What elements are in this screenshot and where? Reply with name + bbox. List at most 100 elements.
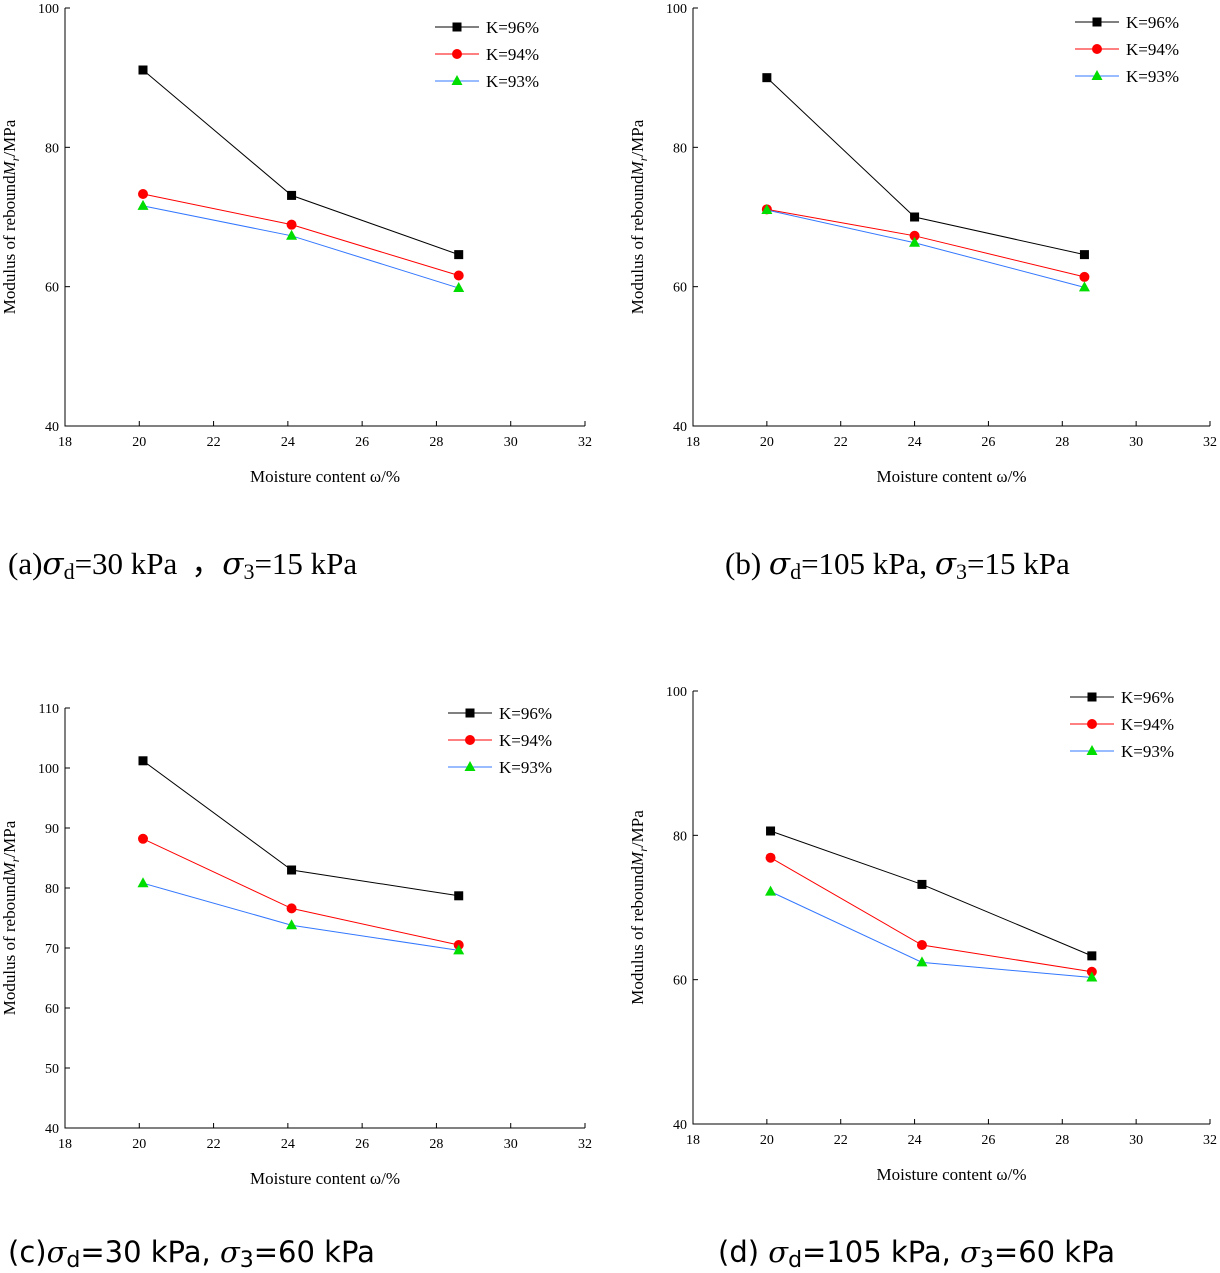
data-point-circle: [909, 230, 920, 241]
y-axis-label: Modulus of reboundMr/MPa: [628, 119, 650, 314]
y-axis-label: Modulus of reboundMr/MPa: [628, 810, 650, 1005]
y-tick-label: 100: [38, 2, 59, 17]
legend-marker-square: [1087, 692, 1097, 702]
y-axis-label-symbol: M: [628, 160, 647, 176]
x-tick-label: 26: [981, 435, 995, 450]
y-tick-label: 80: [673, 141, 687, 156]
legend-label: K=93%: [1126, 67, 1179, 86]
y-tick-label: 90: [45, 822, 59, 837]
data-point-triangle: [909, 236, 921, 247]
legend: K=96% K=94% K=93%: [1070, 688, 1174, 761]
legend-label: K=94%: [1126, 40, 1179, 59]
caption-sub_d: d: [64, 559, 75, 584]
caption-tail: =15 kPa: [254, 546, 357, 581]
y-tick-label: 100: [38, 762, 59, 777]
data-point-circle: [765, 852, 776, 863]
caption-sigma: σ: [222, 546, 244, 582]
caption-mid: =105 kPa,: [802, 1235, 960, 1269]
x-tick-label: 30: [1129, 1133, 1143, 1148]
x-tick-label: 30: [504, 1137, 518, 1152]
legend-label: K=94%: [499, 731, 552, 750]
y-axis-label-suffix: /MPa: [628, 810, 647, 847]
legend-label: K=94%: [1121, 715, 1174, 734]
x-tick-label: 22: [834, 435, 848, 450]
data-point-square: [1079, 250, 1089, 260]
y-axis-label-symbol: M: [0, 861, 19, 877]
y-axis-label-prefix: Modulus of rebound: [0, 175, 19, 314]
data-point-triangle: [453, 944, 465, 955]
figure-caption: (a)σd=30 kPa ，σ3=15 kPa: [8, 546, 357, 584]
data-point-square: [454, 891, 464, 901]
chart-panel-b: 18 20 22 24 26 28 30 32 40 60 80 100 Moisture conten…: [628, 2, 1217, 584]
x-tick-label: 22: [207, 435, 221, 450]
y-axis-label-prefix: Modulus of rebound: [628, 865, 647, 1004]
caption-sigma: σ: [769, 546, 791, 582]
x-tick-label: 20: [760, 1133, 774, 1148]
series-line-K=96%: [770, 830, 1093, 957]
x-tick-label: 24: [908, 435, 922, 450]
chart-panel-c: 18 20 22 24 26 28 30 32 40 50 60 70 80 90 100 110 Moistu…: [0, 702, 592, 1273]
legend: K=96% K=94% K=93%: [448, 704, 552, 777]
caption-tail: =60 kPa: [254, 1235, 375, 1269]
data-point-triangle: [1078, 281, 1090, 292]
data-point-triangle: [765, 885, 777, 896]
data-point-triangle: [761, 204, 773, 215]
y-tick-label: 60: [673, 974, 687, 989]
x-tick-label: 32: [578, 1137, 592, 1152]
caption-sub_d: d: [790, 559, 801, 584]
data-point-circle: [453, 270, 464, 281]
y-axis-label-prefix: Modulus of rebound: [0, 876, 19, 1015]
series-line-K=94%: [142, 838, 459, 946]
y-tick-label: 60: [45, 1002, 59, 1017]
legend-label: K=96%: [499, 704, 552, 723]
series-line-K=96%: [142, 760, 459, 897]
data-point-circle: [138, 833, 148, 844]
y-tick-label: 60: [45, 281, 59, 296]
data-point-circle: [138, 189, 148, 200]
y-axis-label-symbol: M: [628, 851, 647, 867]
data-point-triangle: [137, 199, 149, 210]
data-point-triangle: [137, 877, 149, 888]
x-tick-label: 28: [429, 435, 443, 450]
data-point-square: [138, 65, 148, 75]
x-tick-label: 24: [908, 1133, 922, 1148]
caption-prefix: (a): [8, 546, 42, 581]
caption-tail: =15 kPa: [967, 546, 1070, 581]
legend: K=96% K=94% K=93%: [435, 18, 539, 91]
y-tick-label: 40: [673, 420, 687, 435]
series-line-K=93%: [766, 209, 1085, 288]
y-tick-label: 60: [673, 281, 687, 296]
caption-sub_3: 3: [980, 1248, 994, 1273]
caption-mid: =30 kPa ，: [75, 546, 223, 581]
x-tick-label: 20: [132, 435, 146, 450]
series-line-K=93%: [142, 882, 459, 951]
x-tick-label: 18: [686, 1133, 700, 1148]
legend-label: K=96%: [1121, 688, 1174, 707]
x-tick-label: 26: [981, 1133, 995, 1148]
data-point-triangle: [916, 956, 928, 967]
data-point-triangle: [453, 282, 465, 293]
series-line-K=94%: [142, 193, 459, 276]
y-axis-label-sub: r: [8, 156, 22, 161]
data-point-circle: [916, 940, 927, 951]
legend-label: K=93%: [486, 72, 539, 91]
x-axis-label: Moisture content ω/%: [250, 467, 400, 486]
legend-marker-triangle: [451, 75, 463, 85]
y-tick-label: 40: [45, 1122, 59, 1137]
y-axis-label: Modulus of reboundMr/MPa: [0, 820, 22, 1015]
x-tick-label: 32: [578, 435, 592, 450]
y-axis-label-sub: r: [8, 857, 22, 862]
y-axis-label-prefix: Modulus of rebound: [628, 175, 647, 314]
legend-marker-square: [465, 708, 475, 718]
legend-marker-triangle: [1086, 745, 1098, 755]
x-tick-label: 22: [834, 1133, 848, 1148]
legend-label: K=93%: [1121, 742, 1174, 761]
x-tick-label: 20: [132, 1137, 146, 1152]
x-tick-label: 30: [504, 435, 518, 450]
x-tick-label: 26: [355, 1137, 369, 1152]
caption-sub_3: 3: [956, 559, 967, 584]
chart-panel-a: 18 20 22 24 26 28 30 32 40 60 80 100 Moisture conten…: [0, 2, 592, 584]
x-tick-label: 24: [281, 435, 295, 450]
x-tick-label: 30: [1129, 435, 1143, 450]
